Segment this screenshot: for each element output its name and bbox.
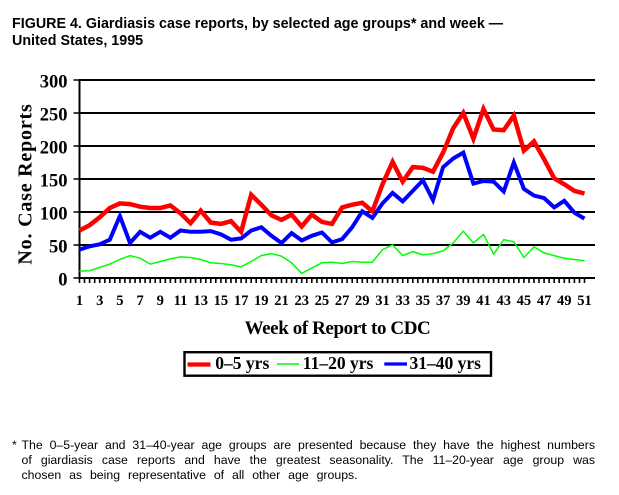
svg-text:No. Case Reports: No. Case Reports: [15, 103, 37, 264]
svg-text:31–40 yrs: 31–40 yrs: [410, 353, 482, 373]
svg-text:300: 300: [40, 72, 68, 92]
svg-text:5: 5: [116, 293, 123, 309]
svg-text:25: 25: [315, 293, 330, 309]
svg-text:51: 51: [577, 293, 592, 309]
svg-text:39: 39: [456, 293, 471, 309]
svg-text:50: 50: [49, 237, 68, 257]
svg-text:23: 23: [294, 293, 309, 309]
svg-text:0: 0: [58, 270, 67, 290]
svg-text:31: 31: [375, 293, 390, 309]
svg-text:9: 9: [157, 293, 164, 309]
svg-text:45: 45: [517, 293, 532, 309]
svg-text:13: 13: [193, 293, 208, 309]
svg-text:0–5 yrs: 0–5 yrs: [215, 353, 269, 373]
svg-text:33: 33: [395, 293, 410, 309]
svg-text:29: 29: [355, 293, 370, 309]
svg-text:7: 7: [136, 293, 143, 309]
svg-text:1: 1: [76, 293, 83, 309]
svg-text:15: 15: [214, 293, 229, 309]
svg-text:49: 49: [557, 293, 572, 309]
svg-text:150: 150: [40, 171, 68, 191]
svg-text:19: 19: [254, 293, 269, 309]
svg-text:17: 17: [234, 293, 249, 309]
svg-text:250: 250: [40, 105, 68, 125]
svg-text:11: 11: [174, 293, 188, 309]
svg-text:200: 200: [40, 138, 68, 158]
svg-text:27: 27: [335, 293, 350, 309]
svg-text:41: 41: [476, 293, 491, 309]
svg-text:Week of Report to CDC: Week of Report to CDC: [245, 318, 431, 339]
svg-text:35: 35: [416, 293, 431, 309]
svg-text:37: 37: [436, 293, 451, 309]
svg-text:100: 100: [40, 204, 68, 224]
svg-text:3: 3: [96, 293, 103, 309]
svg-text:43: 43: [496, 293, 511, 309]
svg-text:47: 47: [537, 293, 552, 309]
svg-text:21: 21: [274, 293, 289, 309]
svg-text:11–20 yrs: 11–20 yrs: [303, 353, 374, 373]
